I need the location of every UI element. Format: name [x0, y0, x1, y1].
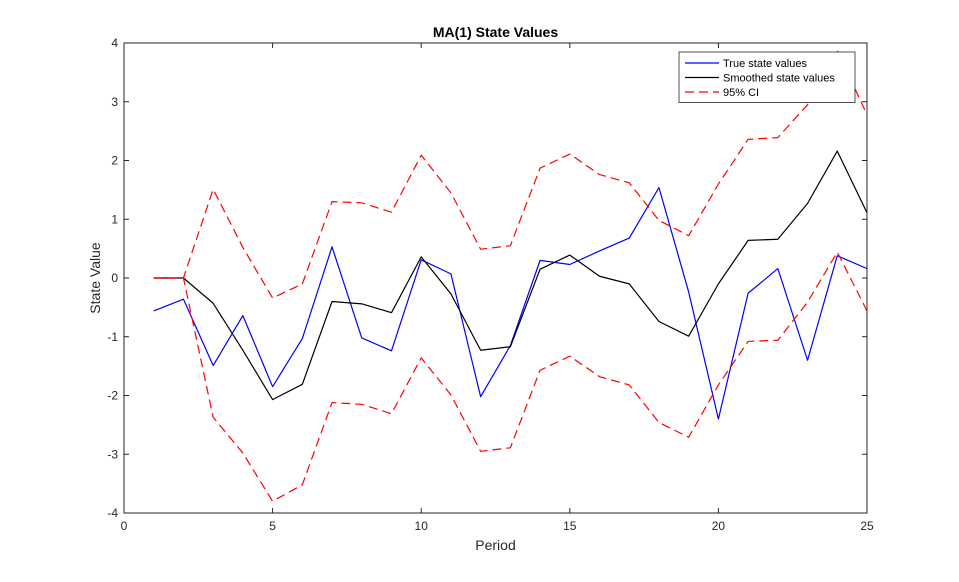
chart-title: MA(1) State Values: [433, 24, 558, 40]
series-line-95-ci-lower: [153, 251, 867, 502]
y-tick-label: 3: [111, 95, 118, 109]
x-tick-label: 0: [121, 519, 128, 533]
legend-label: True state values: [723, 58, 807, 70]
x-tick-label: 5: [269, 519, 276, 533]
legend-label: 95% CI: [723, 87, 759, 99]
series-line-95-ci: [153, 50, 867, 299]
legend-label: Smoothed state values: [723, 73, 835, 85]
y-tick-label: 0: [111, 271, 118, 285]
x-tick-label: 25: [860, 519, 874, 533]
y-tick-label: 1: [111, 212, 118, 226]
y-tick-label: -4: [107, 506, 118, 520]
x-tick-label: 20: [712, 519, 726, 533]
y-tick-label: -2: [107, 389, 118, 403]
y-tick-label: -1: [107, 330, 118, 344]
plot-area: [123, 42, 868, 514]
series-line-true-state-values: [153, 186, 867, 420]
series-line-smoothed-state-values: [153, 150, 867, 401]
y-tick-label: 4: [111, 36, 118, 50]
y-axis-label: State Value: [87, 242, 103, 314]
x-axis-label: Period: [475, 537, 515, 553]
x-tick-label: 10: [415, 519, 429, 533]
y-tick-label: -3: [107, 447, 118, 461]
x-tick-label: 15: [563, 519, 577, 533]
legend: True state values Smoothed state values 95…: [678, 51, 856, 103]
y-tick-label: 2: [111, 154, 118, 168]
